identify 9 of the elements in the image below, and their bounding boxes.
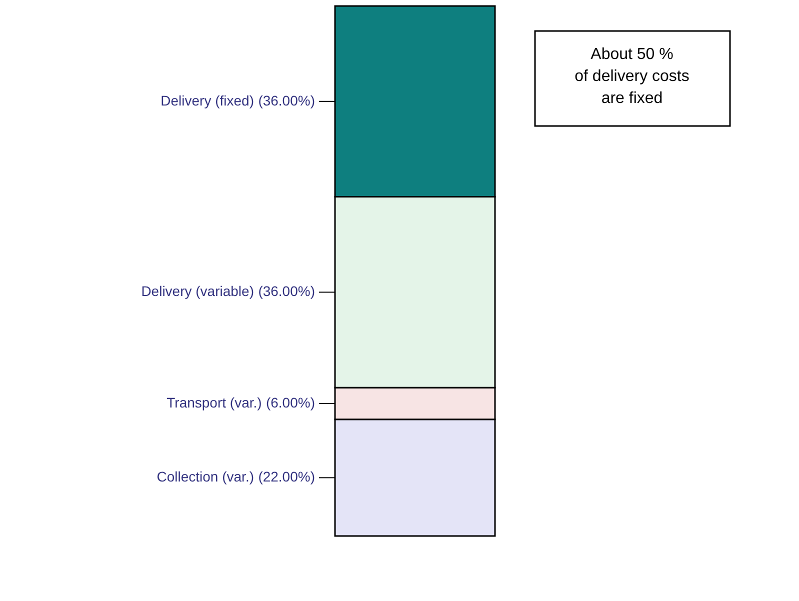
data-label: (36.00%): [258, 92, 315, 108]
data-label: (22.00%): [258, 468, 315, 485]
text: Collection (var.): [156, 468, 254, 485]
text: Transport (var.): [166, 394, 262, 410]
text: Delivery (fixed): [160, 92, 254, 108]
text: Delivery (variable): [141, 283, 254, 300]
data-label: (36.00%): [258, 283, 315, 300]
text: About 50 % of delivery costs are fixed: [574, 46, 690, 107]
data-label: (6.00%): [266, 394, 315, 410]
